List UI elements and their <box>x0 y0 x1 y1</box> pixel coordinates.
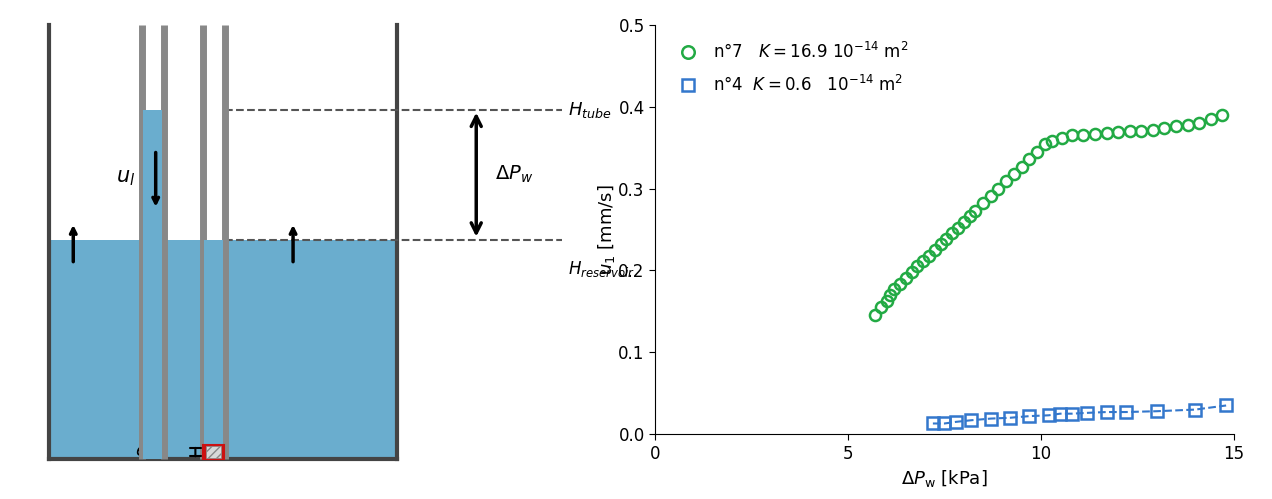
Text: $\Delta P_w$: $\Delta P_w$ <box>495 164 533 185</box>
Bar <box>142 110 163 459</box>
Bar <box>48 240 397 459</box>
Bar <box>204 240 224 459</box>
Text: $H_{tube}$: $H_{tube}$ <box>567 100 612 120</box>
Y-axis label: $u_\mathrm{1}$ [mm/s]: $u_\mathrm{1}$ [mm/s] <box>595 184 617 275</box>
X-axis label: $\Delta P_\mathrm{w}$ [kPa]: $\Delta P_\mathrm{w}$ [kPa] <box>901 468 988 489</box>
Bar <box>206 446 221 458</box>
Bar <box>204 445 224 459</box>
Text: $u_l$: $u_l$ <box>116 168 135 188</box>
Text: $H_{reservoir}$: $H_{reservoir}$ <box>567 259 635 279</box>
Text: $e_w$: $e_w$ <box>135 443 158 461</box>
Legend: n°7   $K = 16.9\ 10^{-14}$ m$^2$, n°4  $K = 0.6\ \ \ 10^{-14}$ m$^2$: n°7 $K = 16.9\ 10^{-14}$ m$^2$, n°4 $K =… <box>664 33 917 103</box>
